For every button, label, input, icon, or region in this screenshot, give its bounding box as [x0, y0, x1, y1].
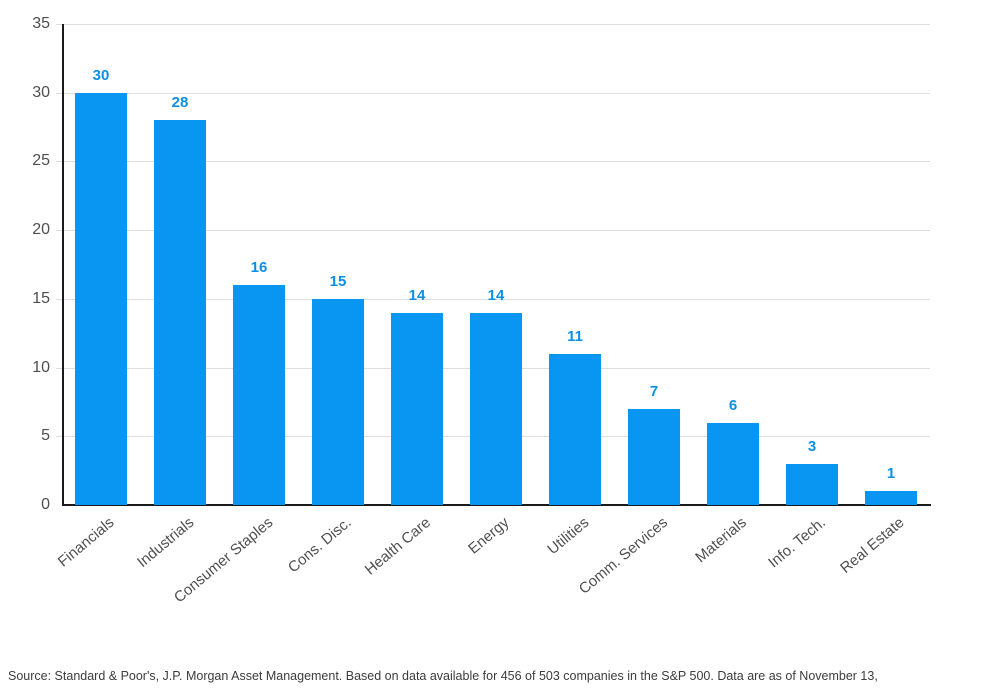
bar-value-label: 6: [728, 397, 738, 414]
bar-real-estate: [865, 491, 917, 505]
bar-info-tech: [786, 464, 838, 505]
x-axis-label: Materials: [692, 514, 750, 567]
y-axis-tick-label: 15: [32, 290, 50, 307]
bar-comm-services: [628, 409, 680, 505]
y-axis-tick-label: 30: [32, 84, 50, 101]
x-axis-label: Info. Tech.: [765, 514, 829, 572]
bar-value-label: 15: [329, 273, 347, 290]
y-axis-tick-label: 10: [32, 359, 50, 376]
x-axis-label: Real Estate: [837, 514, 908, 577]
x-axis-label: Industrials: [133, 514, 197, 571]
bar-value-label: 14: [487, 287, 505, 304]
source-note: Source: Standard & Poor's, J.P. Morgan A…: [8, 669, 878, 683]
bar-value-label: 30: [92, 67, 110, 84]
bar-consumer-staples: [233, 285, 285, 505]
x-axis-label: Health Care: [361, 514, 434, 579]
bar-industrials: [154, 120, 206, 505]
x-axis-label: Energy: [465, 514, 513, 558]
gridline-30: [56, 93, 930, 94]
bar-value-label: 1: [886, 465, 896, 482]
y-axis-tick-label: 20: [32, 221, 50, 238]
bar-value-label: 7: [649, 383, 659, 400]
x-axis-label: Cons. Disc.: [285, 514, 355, 577]
gridline-15: [56, 299, 930, 300]
bar-value-label: 3: [807, 438, 817, 455]
y-axis-tick-label: 35: [32, 15, 50, 32]
gridline-20: [56, 230, 930, 231]
bar-utilities: [549, 354, 601, 505]
x-axis-line: [62, 504, 931, 506]
bar-materials: [707, 423, 759, 505]
bar-value-label: 16: [250, 259, 268, 276]
gridline-25: [56, 161, 930, 162]
y-axis-tick-label: 25: [32, 152, 50, 169]
bar-energy: [470, 313, 522, 505]
bar-health-care: [391, 313, 443, 505]
y-axis-line: [62, 24, 64, 506]
x-axis-label: Financials: [55, 514, 118, 571]
bar-cons-disc: [312, 299, 364, 505]
bar-value-label: 28: [171, 94, 189, 111]
bar-value-label: 11: [567, 328, 583, 345]
bar-value-label: 14: [408, 287, 426, 304]
x-axis-label: Utilities: [543, 514, 592, 559]
y-axis-tick-label: 5: [41, 427, 50, 444]
gridline-35: [56, 24, 930, 25]
y-axis-tick-label: 0: [41, 496, 50, 513]
bar-financials: [75, 93, 127, 505]
